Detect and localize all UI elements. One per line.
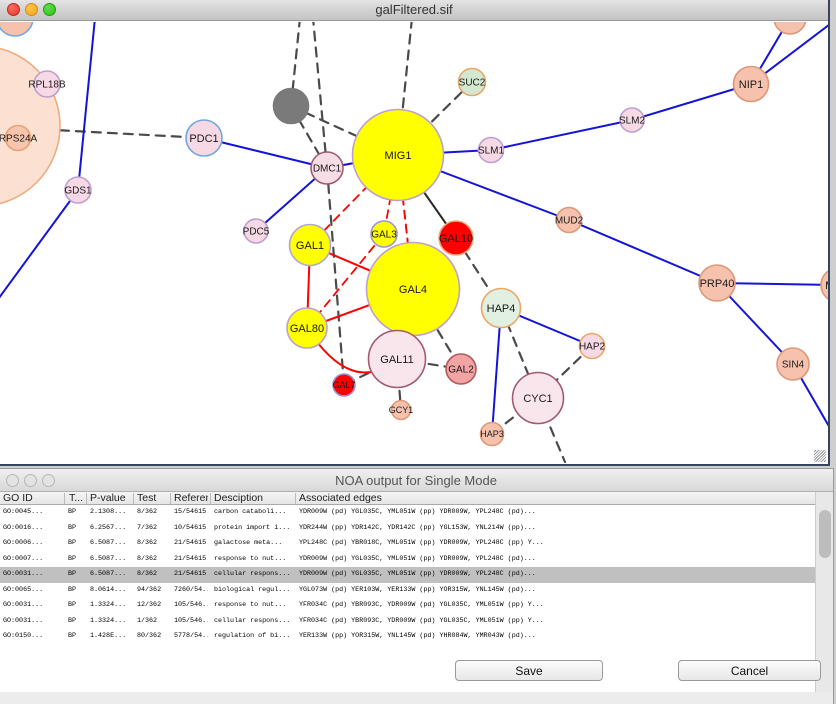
svg-text:PDC1: PDC1 <box>189 133 218 145</box>
svg-text:HAP3: HAP3 <box>480 429 504 439</box>
svg-text:DMC1: DMC1 <box>313 164 342 175</box>
svg-text:GAL7: GAL7 <box>332 380 355 390</box>
svg-text:GAL2: GAL2 <box>448 365 474 376</box>
svg-text:GCY1: GCY1 <box>389 405 414 415</box>
svg-text:SIN4: SIN4 <box>782 360 805 371</box>
svg-text:MSI1: MSI1 <box>825 280 830 292</box>
svg-text:GAL10: GAL10 <box>439 233 473 245</box>
svg-text:SLM1: SLM1 <box>478 146 505 157</box>
svg-text:RPL18B: RPL18B <box>28 80 66 91</box>
svg-text:MUD2: MUD2 <box>555 216 584 227</box>
svg-text:HAP4: HAP4 <box>487 303 516 315</box>
svg-text:MIG1: MIG1 <box>385 150 412 162</box>
svg-text:PDC5: PDC5 <box>243 227 270 238</box>
svg-text:SUC2: SUC2 <box>459 78 486 89</box>
svg-text:RPS24A: RPS24A <box>0 134 38 145</box>
svg-text:SLM2: SLM2 <box>619 116 646 127</box>
svg-text:GAL11: GAL11 <box>380 354 413 366</box>
svg-text:?A: ?A <box>8 22 22 25</box>
svg-text:GDS1: GDS1 <box>64 186 92 197</box>
svg-text:CYC1: CYC1 <box>523 393 552 405</box>
svg-text:GAL1: GAL1 <box>296 240 324 252</box>
svg-text:GAL80: GAL80 <box>290 323 324 335</box>
svg-text:PRP40: PRP40 <box>700 278 735 290</box>
svg-text:HAP2: HAP2 <box>579 342 606 353</box>
svg-text:GAL4: GAL4 <box>399 284 427 296</box>
svg-text:NIP1: NIP1 <box>739 79 763 91</box>
svg-text:GAL3: GAL3 <box>371 230 397 241</box>
